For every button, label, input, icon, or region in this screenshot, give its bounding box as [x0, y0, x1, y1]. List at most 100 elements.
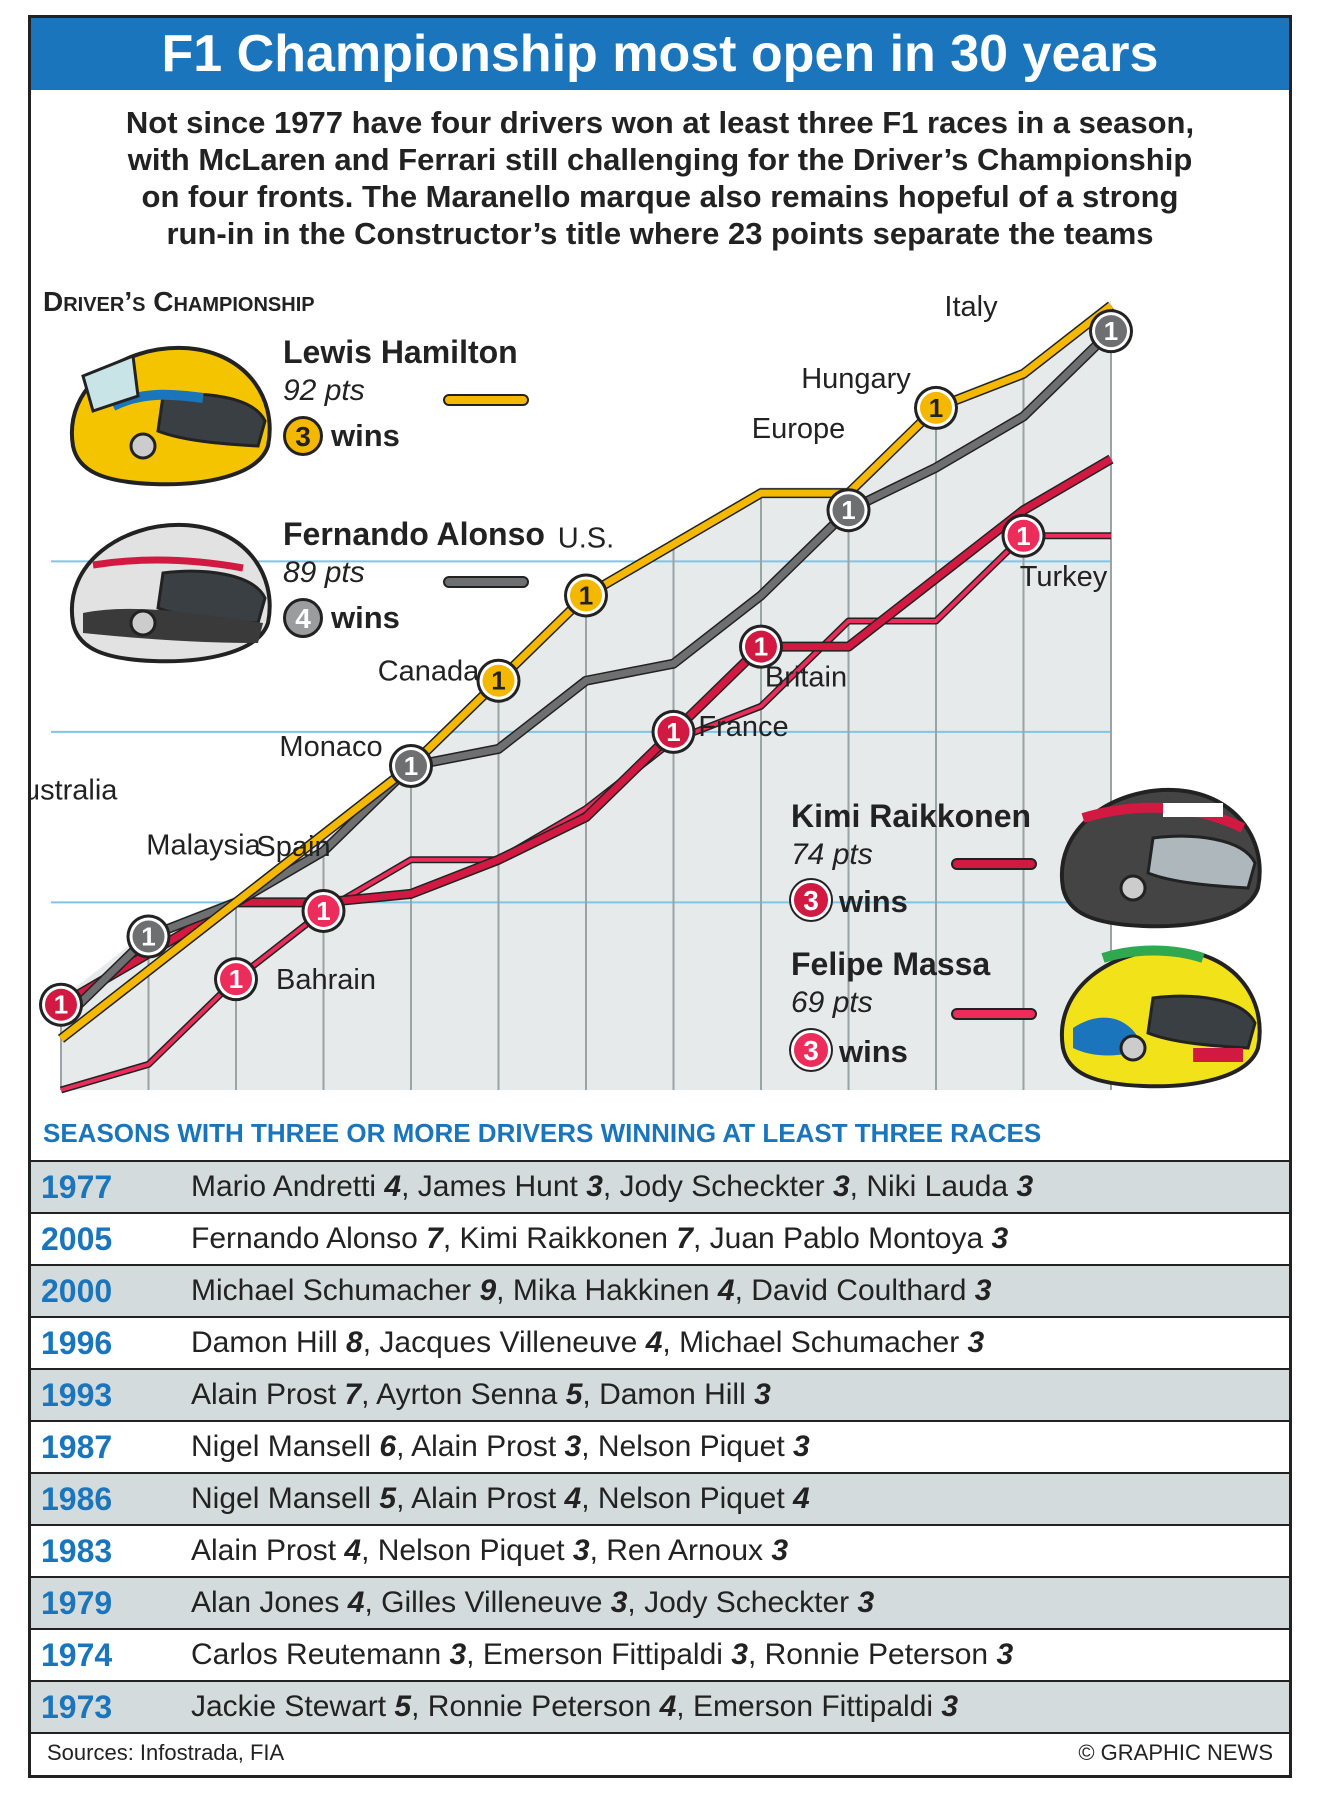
season-driver-name: Alan Jones [191, 1586, 348, 1619]
massa-legend-swatch [951, 1008, 1037, 1020]
season-driver-name: James Hunt [417, 1170, 587, 1203]
win-marker-label: 1 [841, 495, 855, 525]
season-year: 1979 [31, 1576, 181, 1630]
season-year: 2005 [31, 1212, 181, 1266]
win-marker-italy [1095, 315, 1127, 348]
season-driver-wins: 3 [832, 1170, 850, 1203]
win-marker-label: 1 [1016, 521, 1030, 551]
infographic-frame: F1 Championship most open in 30 years No… [28, 15, 1292, 1778]
season-driver-name: Jackie Stewart [191, 1690, 395, 1723]
win-marker-australia [45, 988, 77, 1021]
win-marker-britain [745, 630, 777, 663]
raikkonen-legend-swatch [951, 858, 1037, 870]
win-marker-label: 1 [141, 922, 155, 952]
season-driver-wins: 4 [717, 1274, 735, 1307]
race-label-britain: Britain [765, 662, 847, 694]
credit: © GRAPHIC NEWS [1078, 1740, 1273, 1765]
season-drivers: Alan Jones 4, Gilles Villeneuve 3, Jody … [181, 1576, 1289, 1630]
season-drivers: Nigel Mansell 5, Alain Prost 4, Nelson P… [181, 1472, 1289, 1526]
season-driver-name: Carlos Reutemann [191, 1638, 450, 1671]
season-driver-wins: 4 [645, 1326, 663, 1359]
season-driver-wins: 7 [676, 1222, 693, 1255]
season-driver-name: Michael Schumacher [191, 1274, 480, 1307]
season-driver-name: Nigel Mansell [191, 1482, 380, 1515]
season-driver-name: Juan Pablo Montoya [709, 1222, 992, 1255]
sources: Sources: Infostrada, FIA [47, 1740, 285, 1765]
season-year: 1993 [31, 1368, 181, 1422]
massa-wins-badge: 3 [791, 1030, 831, 1070]
raikkonen-points: 74 pts [791, 838, 873, 871]
season-driver-wins: 3 [793, 1430, 810, 1463]
season-driver-wins: 9 [479, 1274, 497, 1307]
seasons-table: 1977 Mario Andretti 4, James Hunt 3, Jody… [31, 1160, 1289, 1734]
intro-text: Not since 1977 have four drivers won at … [31, 104, 1289, 252]
season-driver-wins: 4 [564, 1482, 582, 1515]
race-label-hungary: Hungary [801, 363, 911, 395]
win-marker-label: 1 [316, 896, 330, 926]
win-marker-label: 1 [666, 717, 680, 747]
season-driver-wins: 4 [659, 1690, 677, 1723]
season-driver-name: Emerson Fittipaldi [692, 1690, 942, 1723]
alonso-points: 89 pts [283, 556, 365, 589]
race-label-australia: Australia [31, 775, 118, 807]
season-row: 1977 Mario Andretti 4, James Hunt 3, Jody… [31, 1160, 1289, 1214]
win-marker-label: 1 [579, 580, 593, 610]
race-label-us: U.S. [558, 522, 614, 554]
season-driver-name: Nelson Piquet [597, 1482, 794, 1515]
season-driver-name: Nelson Piquet [597, 1430, 794, 1463]
season-driver-wins: 4 [793, 1482, 810, 1515]
season-driver-name: Nelson Piquet [377, 1534, 573, 1567]
season-driver-wins: 6 [379, 1430, 397, 1463]
alonso-wins-label: wins [331, 600, 400, 635]
race-label-bahrain: Bahrain [276, 964, 376, 996]
season-driver-wins: 3 [1016, 1170, 1034, 1203]
raikkonen-name: Kimi Raikkonen [791, 798, 1032, 834]
alonso-legend-swatch [443, 576, 529, 588]
season-row: 1986 Nigel Mansell 5, Alain Prost 4, Nels… [31, 1472, 1289, 1526]
season-driver-wins: 3 [731, 1638, 748, 1671]
raikkonen-helmet-icon [1059, 787, 1262, 929]
season-driver-wins: 3 [996, 1638, 1014, 1671]
intro-line: run-in in the Constructor’s title where … [166, 216, 1154, 251]
win-marker-france [657, 715, 690, 748]
win-marker-monaco [395, 750, 427, 782]
season-year: 1987 [31, 1420, 181, 1474]
season-driver-wins: 8 [346, 1326, 363, 1359]
season-driver-name: Alain Prost [191, 1534, 345, 1567]
massa-helmet-icon [1059, 945, 1262, 1089]
season-year: 1983 [31, 1524, 181, 1578]
alonso-wins-badge: 4 [283, 598, 323, 638]
seasons-heading: SEASONS WITH THREE OR MORE DRIVERS WINNI… [43, 1118, 1042, 1148]
season-row: 2000 Michael Schumacher 9, Mika Hakkinen … [31, 1264, 1289, 1318]
season-driver-name: Jody Scheckter [644, 1586, 858, 1619]
season-row: 1996 Damon Hill 8, Jacques Villeneuve 4, … [31, 1316, 1289, 1370]
raikkonen-wins-label: wins [839, 884, 908, 919]
season-driver-name: Damon Hill [599, 1378, 755, 1411]
season-driver-wins: 5 [565, 1378, 583, 1411]
season-driver-wins: 4 [344, 1534, 362, 1567]
intro-line: with McLaren and Ferrari still challengi… [127, 142, 1193, 177]
season-driver-name: Jody Scheckter [619, 1170, 833, 1203]
race-label-france: France [698, 711, 788, 743]
season-year: 2000 [31, 1264, 181, 1318]
season-driver-wins: 3 [754, 1378, 771, 1411]
season-drivers: Michael Schumacher 9, Mika Hakkinen 4, D… [181, 1264, 1289, 1318]
win-marker-spain [307, 894, 340, 927]
win-marker-us [570, 579, 602, 612]
season-driver-wins: 3 [564, 1430, 582, 1463]
season-driver-name: Ronnie Peterson [764, 1638, 997, 1671]
massa-wins-label: wins [839, 1034, 908, 1069]
season-row: 1983 Alain Prost 4, Nelson Piquet 3, Ren … [31, 1524, 1289, 1578]
season-year: 1996 [31, 1316, 181, 1370]
season-driver-name: Niki Lauda [866, 1170, 1017, 1203]
win-marker-europe [832, 494, 865, 527]
alonso-name: Fernando Alonso [283, 516, 545, 552]
season-drivers: Alain Prost 7, Ayrton Senna 5, Damon Hil… [181, 1368, 1289, 1422]
season-driver-name: Ayrton Senna [376, 1378, 566, 1411]
race-label-italy: Italy [944, 291, 998, 323]
season-driver-wins: 5 [379, 1482, 397, 1515]
season-driver-name: Mika Hakkinen [512, 1274, 718, 1307]
season-row: 1987 Nigel Mansell 6, Alain Prost 3, Nels… [31, 1420, 1289, 1474]
intro-line: Not since 1977 have four drivers won at … [125, 105, 1195, 140]
intro-line: on four fronts. The Maranello marque als… [141, 179, 1179, 214]
